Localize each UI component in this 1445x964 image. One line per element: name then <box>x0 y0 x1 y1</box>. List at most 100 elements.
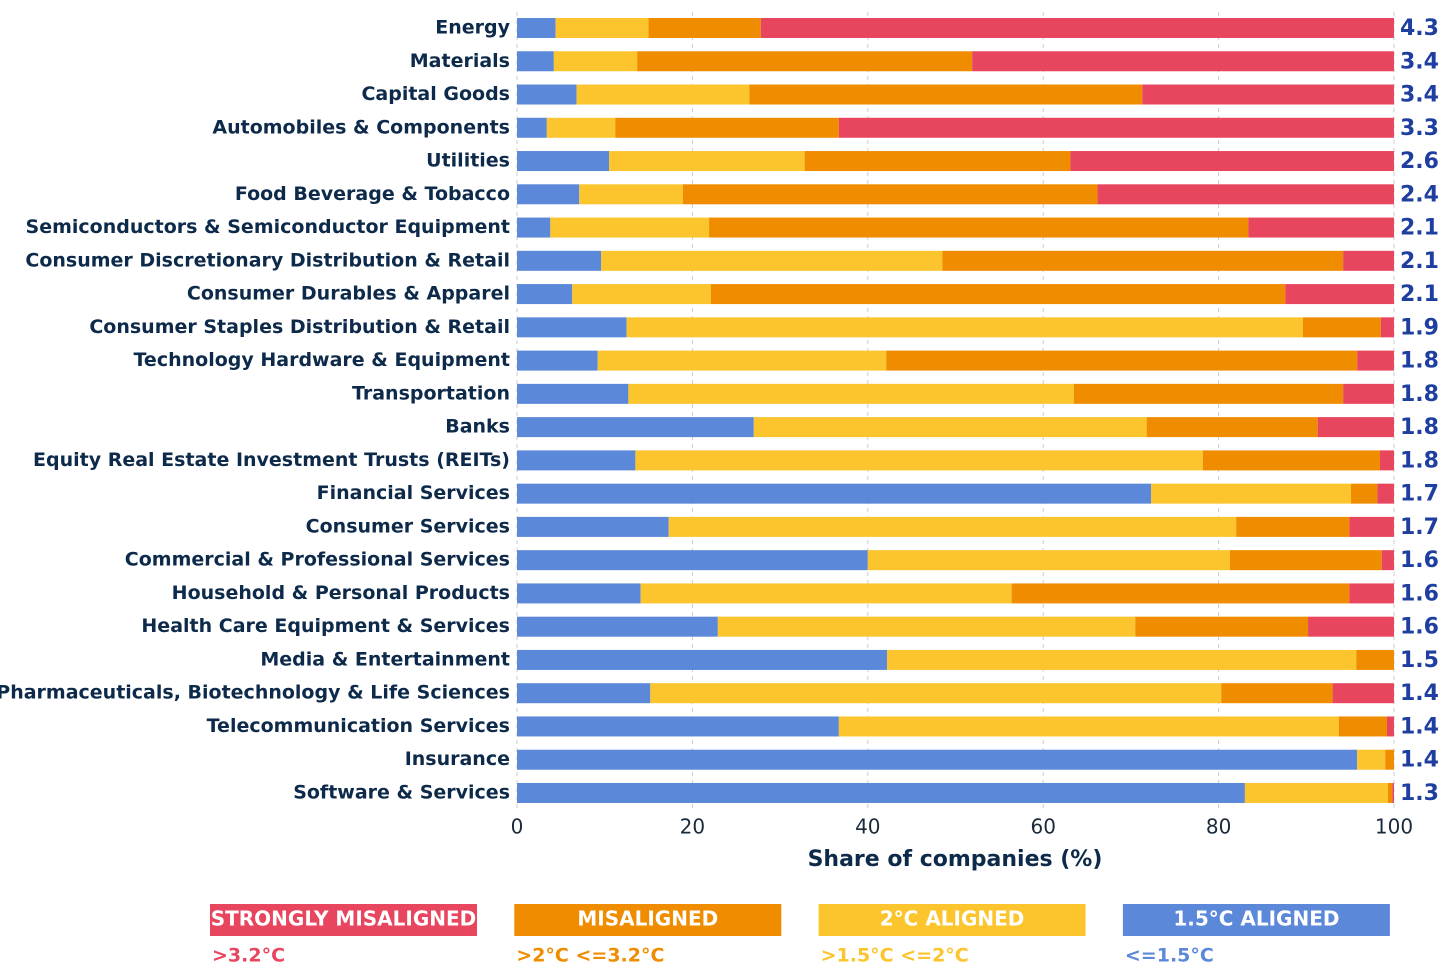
legend-description: <=1.5°C <box>1125 945 1214 964</box>
bar-segment <box>1380 317 1394 338</box>
score-label: 1.9 <box>1400 315 1439 340</box>
bar-segment <box>517 250 602 271</box>
category-label: Household & Personal Products <box>172 582 510 604</box>
bar-segment <box>517 317 627 338</box>
bar-segment <box>609 151 805 172</box>
category-label: Software & Services <box>293 781 510 803</box>
bar-segment <box>517 716 839 737</box>
bar-segment <box>838 716 1339 737</box>
score-label: 2.1 <box>1400 249 1439 274</box>
bar-segment <box>1244 782 1388 803</box>
category-label: Energy <box>435 17 510 39</box>
category-label: Health Care Equipment & Services <box>141 615 510 637</box>
bar-segment <box>1308 616 1394 637</box>
legend-swatch <box>1122 904 1390 936</box>
bar-segment <box>648 18 761 38</box>
bar-segment <box>1332 683 1394 704</box>
bar-segment <box>517 284 573 305</box>
bar-segment <box>550 217 710 238</box>
bar-segment <box>517 483 1152 504</box>
bar-segment <box>1151 483 1352 504</box>
category-label: Commercial & Professional Services <box>125 549 510 571</box>
x-tick-label: 80 <box>1206 815 1231 839</box>
bar-segment <box>942 250 1344 271</box>
bar-segment <box>517 51 554 72</box>
bar-segment <box>886 350 1358 371</box>
category-label: Utilities <box>426 150 510 172</box>
bar-segment <box>760 18 1394 38</box>
bar-segment <box>1356 649 1394 670</box>
bar-segment <box>838 117 1394 138</box>
score-label: 1.5 <box>1400 648 1439 673</box>
bar-segment <box>553 51 638 72</box>
bar-segment <box>1317 417 1394 438</box>
bar-segment <box>1302 317 1381 338</box>
bar-segment <box>1392 782 1394 803</box>
score-label: 2.6 <box>1400 149 1439 174</box>
bar-segment <box>555 18 649 38</box>
bar-segment <box>1385 749 1394 770</box>
category-label: Insurance <box>405 748 510 770</box>
score-label: 1.6 <box>1400 615 1439 640</box>
bar-segment <box>517 649 888 670</box>
category-label: Consumer Staples Distribution & Retail <box>89 316 510 338</box>
score-label: 1.6 <box>1400 581 1439 606</box>
category-label: Food Beverage & Tobacco <box>235 183 510 205</box>
score-label: 1.8 <box>1400 382 1439 407</box>
bar-segment <box>572 284 711 305</box>
bar-segment <box>668 516 1237 537</box>
score-label: 1.4 <box>1400 681 1439 706</box>
bar-segment <box>628 383 1074 404</box>
legend-swatch <box>210 904 477 936</box>
score-label: 2.1 <box>1400 216 1439 241</box>
category-label: Financial Services <box>317 482 510 504</box>
category-label: Consumer Services <box>306 515 510 537</box>
bar-segment <box>804 151 1071 172</box>
score-label: 2.4 <box>1400 182 1439 207</box>
bar-segment <box>867 550 1231 571</box>
bar-segment <box>626 317 1303 338</box>
bar-segment <box>1357 749 1386 770</box>
bar-segment <box>972 51 1394 72</box>
bar-segment <box>753 417 1147 438</box>
category-label: Materials <box>410 50 510 72</box>
score-label: 3.3 <box>1400 116 1439 141</box>
legend-description: >1.5°C <=2°C <box>821 945 969 964</box>
bar-segment <box>1343 250 1394 271</box>
bar-segment <box>517 184 580 205</box>
legend-description: >2°C <=3.2°C <box>516 945 664 964</box>
bar-segment <box>576 84 750 105</box>
x-tick-label: 100 <box>1375 815 1413 839</box>
bar-segment <box>517 516 669 537</box>
bar-segment <box>1351 483 1378 504</box>
bar-segment <box>517 117 547 138</box>
bar-segment <box>1349 516 1394 537</box>
bar-segment <box>1338 716 1387 737</box>
bar-segment <box>517 683 651 704</box>
category-label: Telecommunication Services <box>207 715 510 737</box>
x-tick-label: 0 <box>511 815 524 839</box>
bar-segment <box>887 649 1357 670</box>
bar-segment <box>517 84 577 105</box>
legend-label: 2°C ALIGNED <box>880 907 1025 931</box>
bar-segment <box>1377 483 1394 504</box>
bar-segment <box>1285 284 1394 305</box>
bar-segment <box>717 616 1136 637</box>
bar-segment <box>1146 417 1318 438</box>
bar-segment <box>1097 184 1394 205</box>
bar-segment <box>710 284 1286 305</box>
score-label: 1.8 <box>1400 349 1439 374</box>
bar-segment <box>650 683 1222 704</box>
score-label: 1.3 <box>1400 781 1439 806</box>
bar-segment <box>517 217 551 238</box>
bar-segment <box>682 184 1098 205</box>
score-label: 1.8 <box>1400 415 1439 440</box>
score-label: 2.1 <box>1400 282 1439 307</box>
legend-label: STRONGLY MISALIGNED <box>211 907 477 931</box>
category-label: Consumer Durables & Apparel <box>187 283 510 305</box>
bar-segment <box>1387 782 1393 803</box>
legend-label: MISALIGNED <box>577 907 718 931</box>
bar-segment <box>1248 217 1394 238</box>
bar-segment <box>517 417 754 438</box>
bar-segment <box>517 151 610 172</box>
